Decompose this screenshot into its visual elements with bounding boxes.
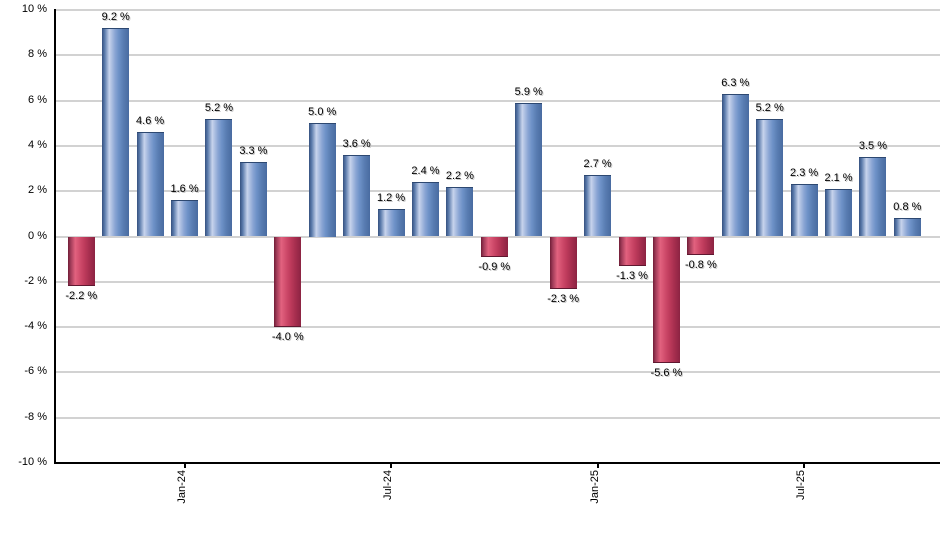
y-axis-tick-label: 8 % — [28, 48, 47, 61]
bar-2 — [136, 132, 164, 237]
bar-14 — [549, 236, 577, 289]
bar-value-label: -0.9 % — [478, 260, 511, 273]
bar-16 — [618, 236, 646, 266]
bar-8 — [343, 154, 371, 237]
bar-value-label: 2.1 % — [824, 171, 853, 184]
bar-20 — [756, 118, 784, 237]
x-axis-tick-label: Jul-25 — [795, 470, 808, 500]
x-axis-tick — [183, 463, 186, 468]
bar-value-label: 3.5 % — [858, 140, 888, 153]
bar-value-label: 5.2 % — [755, 101, 784, 114]
bar-6 — [274, 236, 302, 328]
y-axis-tick-label: 6 % — [28, 93, 47, 106]
bar-value-label: -4.0 % — [271, 331, 304, 344]
bar-17 — [652, 236, 680, 364]
bar-value-label: 3.6 % — [342, 137, 371, 150]
gridline-10 — [55, 9, 940, 11]
gridline--2 — [55, 280, 940, 283]
x-axis-line — [54, 462, 940, 464]
bar-value-label: 1.2 % — [377, 192, 406, 205]
x-axis-tick-label: Jan-24 — [175, 470, 188, 504]
bar-7 — [308, 123, 336, 237]
bar-15 — [584, 175, 612, 237]
bar-value-label: 5.9 % — [514, 85, 543, 98]
gridline-4 — [55, 144, 940, 147]
bar-value-label: -2.2 % — [65, 290, 98, 303]
bar-1 — [102, 28, 130, 237]
bar-value-label: 1.6 % — [170, 183, 199, 196]
y-axis-line — [54, 9, 56, 464]
y-axis-tick-label: 4 % — [28, 138, 47, 151]
bar-value-label: 2.3 % — [790, 167, 819, 180]
gridline--4 — [55, 326, 940, 329]
bar-12 — [480, 236, 508, 257]
bar-9 — [377, 209, 405, 237]
bar-18 — [687, 236, 715, 255]
bar-value-label: 2.7 % — [583, 158, 612, 171]
x-axis-tick-label: Jul-24 — [382, 470, 395, 500]
y-axis-tick-label: -4 % — [24, 320, 47, 333]
gridline-8 — [55, 54, 940, 57]
bar-13 — [515, 102, 543, 237]
x-axis-tick — [803, 463, 806, 468]
bar-value-label: 9.2 % — [101, 11, 130, 24]
bar-21 — [790, 184, 818, 237]
y-axis-tick-label: 2 % — [28, 184, 47, 197]
bar-value-label: 5.0 % — [308, 106, 337, 119]
y-axis-tick-label: -8 % — [24, 410, 47, 423]
y-axis-tick-label: -10 % — [18, 456, 47, 468]
x-axis-tick — [596, 463, 599, 468]
gridline-2 — [55, 190, 940, 193]
bar-19 — [721, 93, 749, 237]
bar-24 — [893, 218, 921, 237]
bar-value-label: 2.4 % — [411, 165, 440, 178]
bar-value-label: 5.2 % — [204, 101, 234, 114]
y-axis-tick-label: 0 % — [28, 229, 47, 242]
gridline--8 — [55, 416, 940, 419]
bar-value-label: -5.6 % — [650, 367, 683, 380]
bar-value-label: 3.3 % — [239, 144, 268, 157]
gridline--6 — [55, 371, 940, 374]
x-axis-tick-label: Jan-25 — [588, 470, 601, 504]
bar-11 — [446, 186, 474, 237]
gridline-6 — [55, 99, 940, 102]
bar-22 — [825, 188, 853, 237]
bar-0 — [67, 236, 95, 287]
bar-10 — [412, 182, 439, 237]
bar-value-label: 4.6 % — [136, 115, 165, 128]
bar-3 — [171, 200, 199, 237]
y-axis-tick-label: -2 % — [24, 274, 47, 287]
bar-23 — [859, 157, 887, 237]
x-axis-tick — [390, 463, 393, 468]
bar-value-label: 2.2 % — [445, 169, 474, 182]
bar-5 — [239, 161, 267, 237]
y-axis-tick-label: -6 % — [24, 365, 47, 378]
bar-value-label: -1.3 % — [616, 269, 648, 282]
bar-value-label: 0.8 % — [893, 201, 922, 214]
bar-value-label: 6.3 % — [721, 76, 750, 89]
bar-value-label: -0.8 % — [684, 258, 717, 271]
y-axis-tick-label: 10 % — [21, 3, 47, 15]
bar-value-label: -2.3 % — [547, 292, 580, 305]
bar-4 — [205, 118, 233, 237]
